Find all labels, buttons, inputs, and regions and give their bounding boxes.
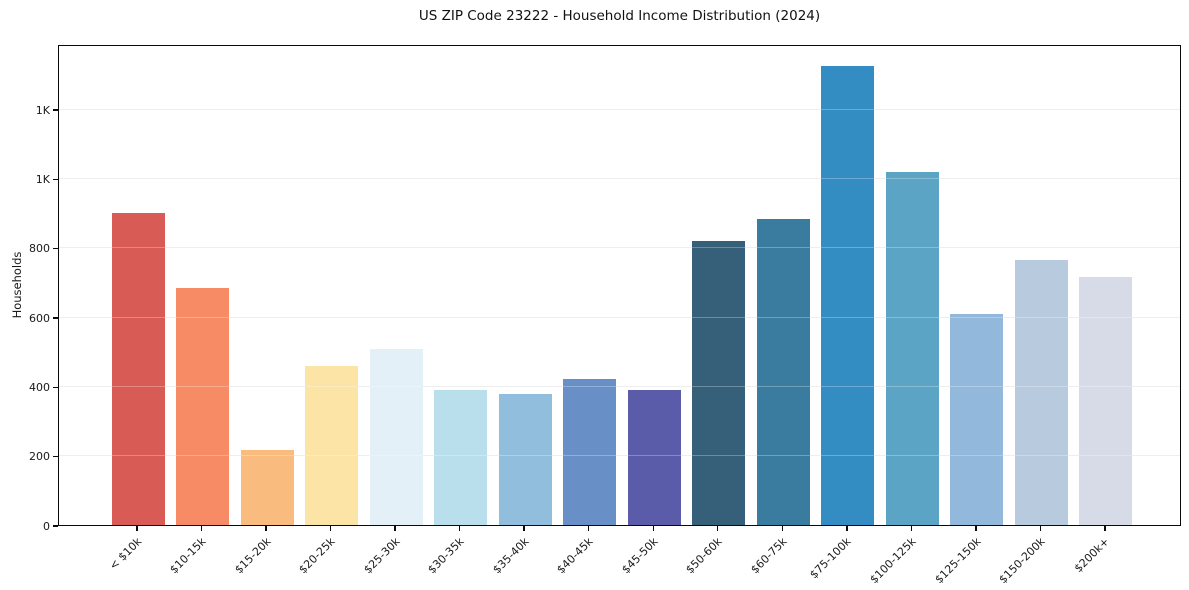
bar	[176, 288, 230, 525]
y-tick-label: 400	[29, 380, 50, 394]
gridline-overlay	[59, 247, 1180, 249]
bar	[434, 389, 488, 525]
x-tick-label-text: $40-45k	[554, 535, 596, 577]
chart-title: US ZIP Code 23222 - Household Income Dis…	[418, 8, 821, 24]
x-tick-label-text: $35-40k	[490, 535, 532, 577]
x-tick-mark	[329, 526, 332, 531]
x-tick-label-text: $50-60k	[683, 535, 725, 577]
gridline-overlay	[59, 108, 1180, 110]
gridline	[59, 177, 1180, 179]
gridline-overlay	[59, 455, 1180, 457]
x-tick-mark	[1104, 526, 1106, 531]
x-tick-mark	[523, 526, 525, 531]
bar	[240, 449, 294, 525]
x-tick-mark	[910, 526, 913, 531]
x-tick-label-text: $75-100k	[807, 535, 855, 582]
y-tick-label: 1K	[35, 172, 50, 186]
bar	[563, 379, 617, 525]
x-tick-mark	[265, 526, 267, 531]
x-tick-mark	[781, 526, 783, 531]
y-tick-label: 1K	[35, 103, 50, 117]
y-tick-label: 0	[43, 519, 50, 533]
bar	[305, 365, 359, 525]
bar	[950, 314, 1004, 525]
bar	[756, 218, 810, 525]
x-tick-mark	[136, 526, 138, 531]
y-tick-mark	[53, 455, 58, 458]
y-tick-mark	[53, 386, 58, 389]
x-tick-label-text: $25-30k	[361, 535, 403, 577]
x-tick-label-text: $125-150k	[931, 535, 984, 587]
x-tick-label-text: $150-200k	[996, 535, 1048, 587]
gridline	[59, 316, 1180, 318]
bar	[885, 171, 939, 525]
plot-area	[58, 45, 1181, 526]
y-tick-mark	[53, 525, 58, 527]
gridline-overlay	[59, 385, 1180, 387]
y-tick-label: 800	[29, 242, 50, 256]
y-tick-label: 600	[29, 311, 50, 325]
x-tick-mark	[200, 526, 203, 531]
x-tick-label-text: $100-125k	[867, 535, 919, 587]
x-tick-mark	[975, 526, 977, 531]
x-tick-label-text: $200k+	[1072, 535, 1113, 576]
bar	[111, 213, 165, 525]
bar	[627, 389, 681, 525]
x-tick-mark	[846, 526, 848, 531]
x-tick-mark	[717, 526, 719, 531]
y-tick-mark	[53, 248, 58, 250]
x-tick-label-text: $60-75k	[748, 535, 790, 577]
x-tick-mark	[588, 526, 590, 531]
x-tick-mark	[652, 526, 654, 531]
x-tick-label-text: < $10k	[106, 535, 145, 573]
x-tick-label-text: $10-15k	[167, 535, 209, 577]
x-tick-label-text: $15-20k	[231, 535, 274, 577]
y-axis-title: Households	[10, 251, 24, 319]
gridline	[59, 385, 1180, 387]
bar	[821, 66, 875, 525]
x-tick-mark	[394, 526, 396, 531]
y-tick-mark	[53, 109, 58, 111]
x-tick-label-text: $30-35k	[425, 535, 467, 577]
gridline-overlay	[59, 177, 1180, 179]
x-tick-mark	[458, 526, 461, 531]
bar	[1079, 276, 1133, 525]
gridline	[59, 455, 1180, 457]
bar	[1014, 259, 1068, 525]
gridline	[59, 247, 1180, 249]
gridline-overlay	[59, 316, 1180, 318]
bar	[498, 393, 552, 525]
y-tick-mark	[53, 317, 58, 319]
bar	[369, 349, 423, 525]
x-tick-mark	[1039, 526, 1042, 531]
gridline	[59, 108, 1180, 110]
bar	[692, 240, 746, 525]
x-tick-label-text: $45-50k	[619, 535, 661, 577]
x-tick-label-text: $20-25k	[296, 535, 338, 577]
y-tick-mark	[53, 178, 58, 181]
y-tick-label: 200	[29, 450, 50, 464]
